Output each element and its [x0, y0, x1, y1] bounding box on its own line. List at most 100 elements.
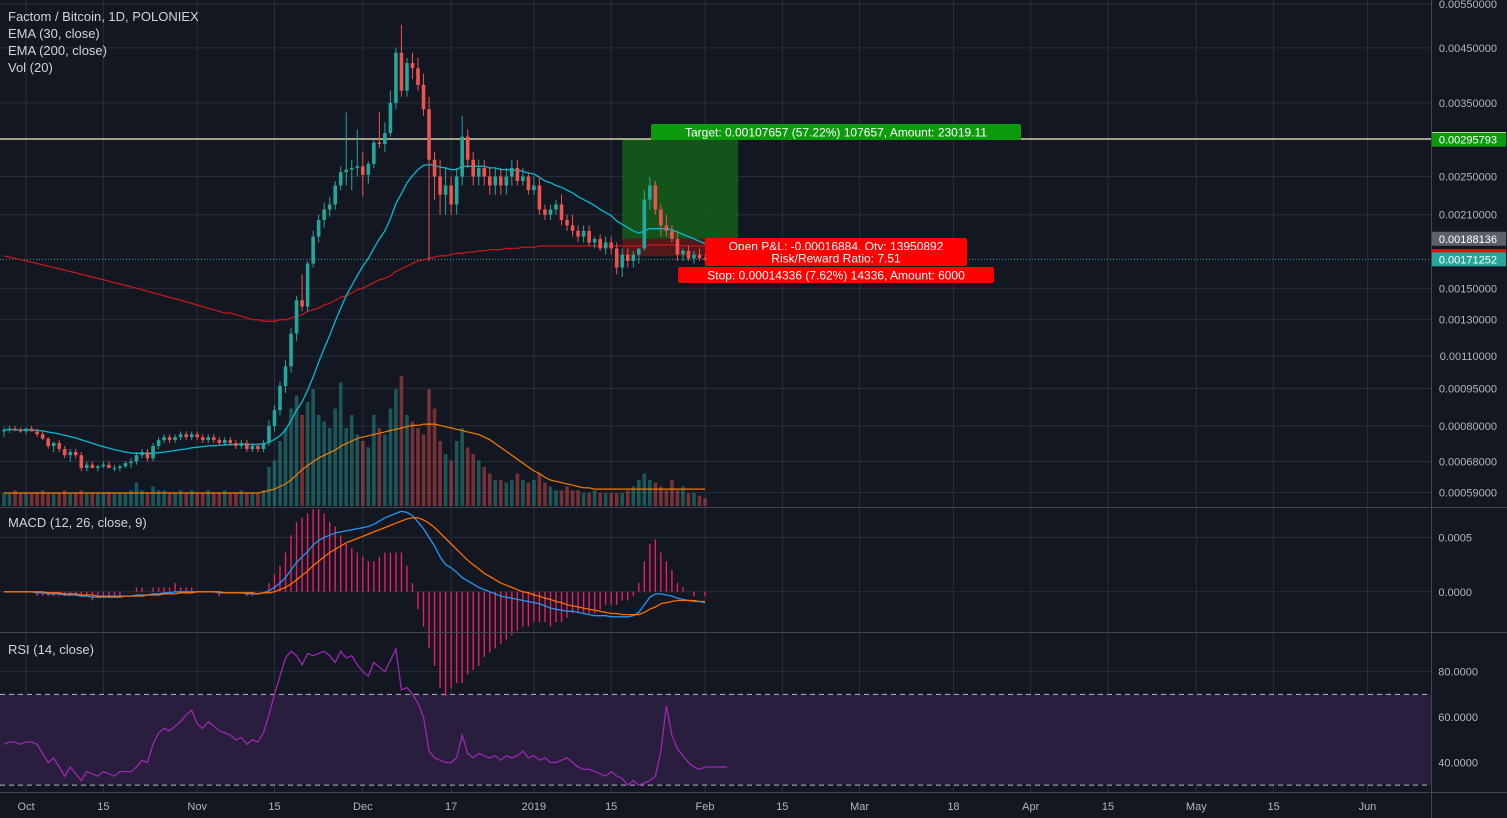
candle-body	[289, 333, 293, 367]
volume-bar	[300, 415, 304, 506]
price-tick-label: 0.00150000	[1439, 283, 1497, 295]
macd-signal-line	[4, 517, 705, 616]
candle-body	[576, 230, 580, 237]
legend-volume[interactable]: Vol (20)	[8, 60, 53, 75]
candle-body	[405, 62, 409, 91]
volume-ma-line	[4, 423, 705, 494]
volume-bar	[454, 441, 459, 506]
macd-tick-label: 0.0000	[1438, 587, 1472, 599]
candle-body	[145, 452, 150, 459]
time-tick-15: 15	[605, 801, 617, 813]
volume-bar	[234, 493, 238, 506]
candle-body	[421, 84, 426, 110]
volume-bar	[499, 480, 503, 506]
volume-bar	[267, 467, 271, 506]
candle-body	[29, 428, 34, 432]
time-tick-Apr: Apr	[1022, 801, 1039, 813]
volume-bars	[2, 376, 707, 506]
rsi-band-fill	[0, 694, 1431, 786]
volume-bar	[311, 389, 315, 506]
price-tag: 0.00295793	[1439, 135, 1497, 147]
long-position-tool[interactable]: Target: 0.00107657 (57.22%) 107657, Amou…	[0, 124, 1431, 283]
candle-body	[294, 300, 299, 334]
candle-body	[200, 437, 205, 441]
candle-body	[659, 209, 663, 226]
candle-body	[703, 258, 707, 260]
volume-bar	[620, 493, 625, 506]
rsi-legend[interactable]: RSI (14, close)	[8, 642, 94, 657]
candle-body	[664, 225, 669, 231]
macd-line	[4, 510, 706, 618]
candle-body	[272, 410, 277, 426]
candle-body	[228, 440, 233, 443]
candle-body	[305, 263, 310, 307]
volume-bar	[333, 408, 337, 506]
macd-legend[interactable]: MACD (12, 26, close, 9)	[8, 515, 147, 530]
volume-bar	[487, 473, 492, 506]
volume-bar	[559, 490, 564, 506]
price-tick-label: 0.00110000	[1440, 351, 1497, 363]
target-label-bg	[651, 124, 1021, 140]
ema200-line	[3, 244, 705, 322]
volume-bar	[587, 493, 591, 506]
candle-body	[349, 167, 354, 170]
volume-bar	[631, 486, 636, 506]
volume-bar	[200, 493, 205, 506]
volume-bar	[510, 480, 514, 506]
candle-body	[443, 185, 448, 195]
volume-bar	[372, 415, 376, 506]
candle-body	[697, 254, 702, 259]
candle-body	[129, 461, 133, 464]
candle-body	[311, 236, 315, 264]
volume-bar	[101, 493, 106, 506]
rsi-pane	[3, 646, 728, 787]
candle-body	[465, 136, 470, 160]
price-tag-bg	[1432, 231, 1506, 246]
volume-bar	[173, 493, 177, 506]
legend-symbol-title[interactable]: Factom / Bitcoin, 1D, POLONIEX	[8, 9, 199, 24]
time-axis[interactable]: Oct 15 Nov 15 Dec 17 2019 15 Feb 15 Mar 18 Apr 15 May 1…	[18, 801, 1377, 813]
candle-body	[515, 167, 520, 181]
volume-bar	[118, 493, 122, 506]
candle-body	[85, 464, 89, 469]
risk-reward-label-group: Risk/Reward Ratio: 7.51	[705, 250, 967, 266]
candle-body	[51, 442, 56, 446]
volume-bar	[548, 486, 553, 506]
candle-body	[581, 230, 586, 237]
volume-bar	[184, 493, 188, 506]
candle-body	[195, 434, 199, 438]
candle-body	[692, 254, 696, 259]
volume-bar	[670, 480, 674, 506]
candle-body	[565, 219, 569, 226]
volume-bar	[625, 490, 630, 506]
volume-bar	[305, 402, 310, 506]
volume-bar	[460, 428, 464, 506]
candle-body	[499, 176, 503, 186]
volume-bar	[449, 460, 453, 506]
candle-body	[532, 185, 536, 191]
candle-body	[609, 242, 613, 249]
volume-bar	[664, 490, 669, 506]
candle-body	[416, 68, 420, 85]
volume-bar	[18, 493, 23, 506]
candle-body	[454, 176, 459, 205]
price-tick-label: 0.00350000	[1439, 98, 1497, 110]
volume-bar	[13, 490, 17, 506]
candle-body	[510, 167, 514, 177]
candle-body	[7, 428, 12, 431]
candle-body	[13, 428, 17, 431]
volume-bar	[543, 482, 547, 506]
price-tick-label: 0.00210000	[1439, 210, 1497, 222]
candle-body	[46, 438, 50, 446]
volume-bar	[228, 493, 233, 506]
time-tick-Jun: Jun	[1359, 801, 1377, 813]
legend-ema200[interactable]: EMA (200, close)	[8, 43, 107, 58]
candle-body	[134, 455, 139, 462]
candle-body	[554, 204, 558, 210]
main-legend: Factom / Bitcoin, 1D, POLONIEX EMA (30, …	[8, 8, 199, 76]
volume-bar	[703, 498, 707, 506]
price-axis[interactable]: 0.00550000 0.00450000 0.00350000 0.00250000…	[1438, 0, 1497, 769]
legend-ema30[interactable]: EMA (30, close)	[8, 26, 100, 41]
